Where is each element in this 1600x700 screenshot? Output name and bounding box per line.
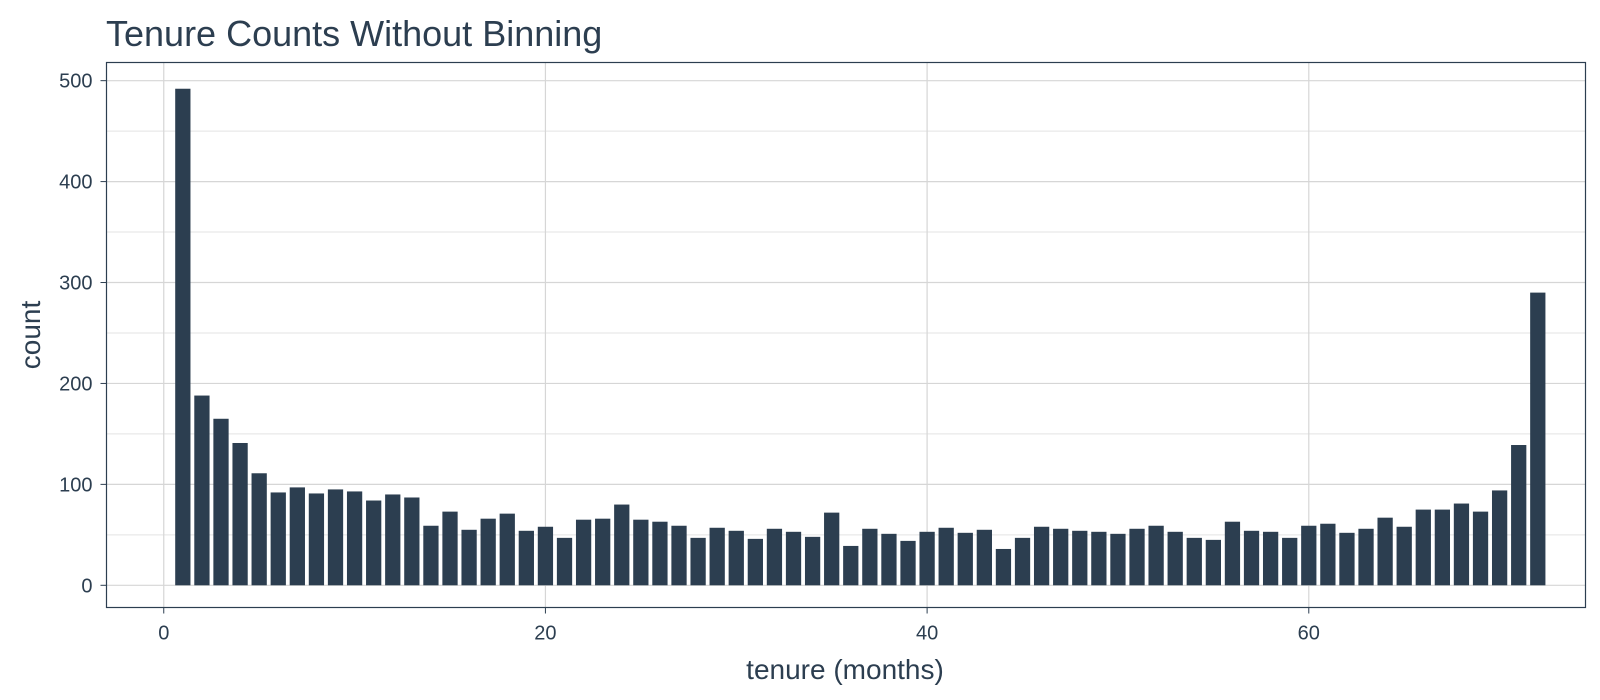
bar-tenure-12 <box>385 494 401 586</box>
x-tick-label: 60 <box>1298 623 1320 645</box>
bar-tenure-33 <box>785 531 802 586</box>
bar-tenure-51 <box>1129 528 1145 586</box>
x-tick-label: 0 <box>158 623 169 645</box>
bar-tenure-24 <box>614 504 630 586</box>
bar-tenure-69 <box>1472 511 1489 586</box>
bar-tenure-44 <box>995 548 1012 586</box>
bar-tenure-14 <box>423 525 439 586</box>
bar-tenure-71 <box>1511 445 1527 586</box>
y-tick-label: 100 <box>59 474 92 496</box>
bar-tenure-53 <box>1167 531 1183 586</box>
bar-tenure-48 <box>1072 530 1088 586</box>
bar-tenure-6 <box>270 492 286 586</box>
bar-tenure-19 <box>518 530 534 586</box>
bar-tenure-50 <box>1110 533 1126 586</box>
bar-tenure-47 <box>1053 528 1069 586</box>
bar-tenure-26 <box>652 521 668 586</box>
y-tick-label: 0 <box>81 575 92 597</box>
bar-tenure-46 <box>1033 526 1050 586</box>
bar-tenure-21 <box>556 537 573 586</box>
bar-tenure-49 <box>1091 531 1107 586</box>
y-tick-label: 300 <box>59 273 92 295</box>
bar-tenure-18 <box>499 513 515 586</box>
bar-tenure-59 <box>1282 537 1298 586</box>
bar-tenure-15 <box>442 511 458 586</box>
panel-border <box>105 61 1587 609</box>
bar-tenure-35 <box>824 512 840 586</box>
bar-tenure-37 <box>862 528 878 586</box>
chart-title: Tenure Counts Without Binning <box>106 13 602 54</box>
bar-tenure-63 <box>1358 528 1374 586</box>
x-tick-label: 40 <box>916 623 938 645</box>
bar-tenure-10 <box>346 491 363 586</box>
bar-tenure-17 <box>480 518 496 586</box>
bar-tenure-67 <box>1434 509 1451 586</box>
bar-tenure-30 <box>728 530 744 586</box>
bar-tenure-62 <box>1339 532 1355 586</box>
bar-tenure-41 <box>938 527 954 586</box>
bar-tenure-40 <box>919 531 935 586</box>
bar-tenure-25 <box>633 519 649 586</box>
x-axis-title: tenure (months) <box>746 654 944 685</box>
x-tick-label: 20 <box>534 623 556 645</box>
bar-tenure-56 <box>1224 521 1241 586</box>
bar-tenure-65 <box>1396 526 1412 586</box>
bar-tenure-72 <box>1530 292 1546 586</box>
bar-tenure-23 <box>595 518 611 586</box>
y-tick-label: 500 <box>59 71 92 93</box>
y-tick-label: 200 <box>59 373 92 395</box>
bar-tenure-13 <box>404 497 420 586</box>
bar-tenure-70 <box>1491 490 1508 586</box>
bar-tenure-54 <box>1186 537 1202 586</box>
bar-tenure-58 <box>1262 531 1279 586</box>
bar-tenure-4 <box>232 442 248 586</box>
bar-tenure-60 <box>1301 525 1317 586</box>
bar-tenure-11 <box>366 500 382 586</box>
bar-tenure-39 <box>900 540 916 586</box>
bar-tenure-68 <box>1453 503 1470 586</box>
axis-ticks: 0 100 200 300 400 500 0 20 40 60 <box>59 71 1320 645</box>
bar-tenure-38 <box>881 533 897 586</box>
bar-tenure-29 <box>709 527 725 586</box>
bar-tenure-61 <box>1320 523 1336 586</box>
bar-tenure-52 <box>1148 525 1164 586</box>
bar-tenure-57 <box>1243 530 1260 586</box>
bar-tenure-32 <box>766 528 783 586</box>
bar-tenure-64 <box>1377 517 1393 586</box>
bar-tenure-34 <box>804 536 821 586</box>
bar-tenure-3 <box>213 418 229 586</box>
bar-tenure-16 <box>461 529 477 586</box>
grid-lines <box>106 62 1586 608</box>
y-tick-label: 400 <box>59 172 92 194</box>
bar-tenure-36 <box>843 545 859 586</box>
y-axis-title: count <box>15 301 46 370</box>
bar-tenure-1 <box>175 88 191 586</box>
bar-tenure-43 <box>976 529 992 586</box>
bar-tenure-27 <box>671 525 687 586</box>
bar-tenure-5 <box>251 473 267 586</box>
bar-tenure-55 <box>1205 539 1221 586</box>
bar-tenure-7 <box>289 487 305 586</box>
bar-tenure-2 <box>194 395 210 586</box>
bar-tenure-9 <box>327 489 344 586</box>
bar-tenure-42 <box>957 532 973 586</box>
bar-tenure-8 <box>308 493 325 586</box>
bar-tenure-22 <box>575 519 592 586</box>
bar-tenure-45 <box>1014 537 1031 586</box>
bar-tenure-28 <box>690 537 706 586</box>
bar-tenure-66 <box>1415 509 1431 586</box>
bar-tenure-31 <box>747 538 763 586</box>
bar-tenure-20 <box>537 526 554 586</box>
bars <box>175 88 1546 586</box>
